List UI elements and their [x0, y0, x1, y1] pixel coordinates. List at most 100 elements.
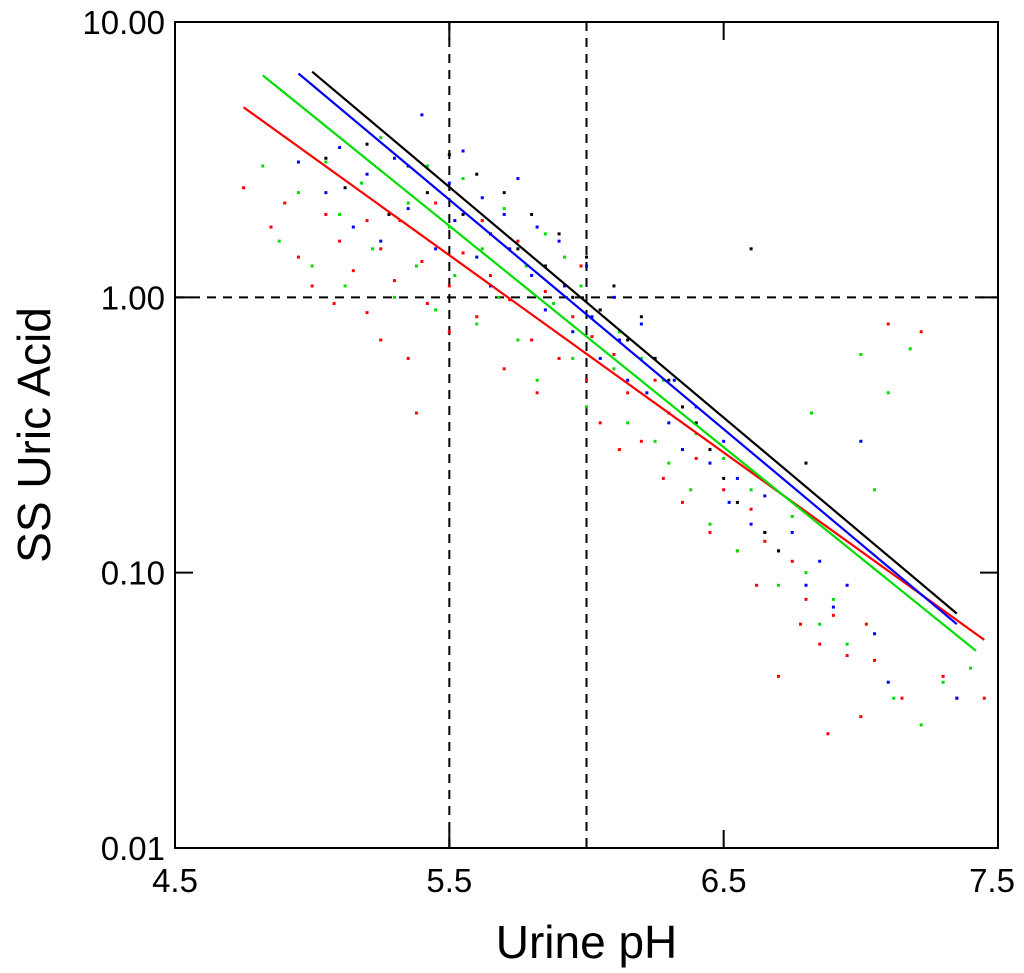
data-point — [365, 219, 369, 223]
data-point — [338, 212, 342, 216]
data-point — [392, 295, 396, 299]
data-point — [892, 696, 896, 700]
data-point — [360, 181, 364, 185]
data-point — [859, 715, 863, 719]
data-point — [818, 622, 822, 626]
x-tick-label: 6.5 — [701, 862, 747, 899]
data-point — [392, 156, 396, 160]
data-point — [585, 255, 588, 259]
x-tick-label: 4.5 — [152, 862, 198, 899]
data-point — [296, 191, 300, 195]
data-point — [667, 421, 671, 425]
reference-lines — [175, 22, 998, 848]
data-point — [543, 289, 547, 293]
data-point — [351, 269, 355, 273]
data-point — [790, 514, 794, 518]
data-point — [653, 378, 657, 382]
data-point — [908, 347, 912, 351]
data-point — [639, 322, 643, 326]
data-point — [535, 391, 539, 395]
data-point — [502, 191, 506, 195]
data-point — [461, 212, 465, 216]
regression-line-4 — [311, 70, 958, 615]
data-point — [447, 181, 451, 185]
data-point — [653, 439, 657, 443]
data-point — [672, 378, 676, 382]
y-tick-label: 0.01 — [101, 830, 165, 867]
data-point — [722, 456, 726, 460]
data-point — [516, 247, 520, 251]
data-point — [919, 723, 923, 727]
data-point — [453, 219, 457, 223]
data-point — [524, 264, 528, 268]
data-point — [831, 613, 835, 617]
data-point — [543, 232, 547, 236]
data-point — [667, 461, 671, 465]
data-point — [461, 251, 465, 255]
data-point — [598, 356, 602, 360]
data-point — [571, 295, 575, 299]
data-point — [379, 338, 383, 342]
data-point — [420, 113, 424, 117]
data-point — [516, 338, 520, 342]
data-point — [694, 456, 698, 460]
data-point — [749, 522, 753, 526]
data-point — [845, 642, 849, 646]
data-point — [689, 488, 693, 492]
data-point — [818, 642, 822, 646]
data-point — [612, 284, 616, 288]
data-point — [790, 530, 794, 534]
data-point — [735, 476, 739, 480]
data-point — [579, 284, 583, 288]
data-point — [886, 322, 890, 326]
data-point — [804, 571, 808, 575]
data-point — [392, 279, 396, 283]
data-point — [269, 225, 273, 229]
y-axis-title: SS Uric Acid — [8, 307, 60, 563]
data-point — [612, 367, 616, 371]
data-points — [242, 113, 986, 736]
data-point — [516, 239, 520, 243]
y-tick-label: 1.00 — [101, 279, 165, 316]
data-point — [722, 439, 726, 443]
data-point — [365, 142, 369, 146]
data-point — [818, 559, 822, 563]
data-point — [941, 680, 945, 684]
data-point — [414, 411, 418, 415]
data-point — [557, 232, 561, 236]
regression-line-2 — [297, 72, 958, 626]
data-point — [543, 264, 547, 268]
data-point — [735, 500, 739, 504]
data-point — [809, 411, 813, 415]
data-point — [420, 259, 424, 263]
data-point — [571, 330, 575, 334]
data-point — [480, 196, 484, 200]
data-point — [708, 522, 712, 526]
data-point — [365, 172, 369, 176]
data-point — [579, 264, 583, 268]
data-point — [886, 680, 890, 684]
data-point — [332, 301, 336, 305]
data-point — [982, 696, 986, 700]
data-point — [310, 284, 314, 288]
data-point — [585, 405, 588, 409]
data-point — [900, 696, 904, 700]
data-point — [516, 177, 520, 181]
data-point — [296, 255, 300, 259]
data-point — [453, 274, 457, 278]
data-point — [461, 149, 465, 153]
data-point — [338, 239, 342, 243]
data-point — [722, 488, 726, 492]
data-point — [571, 315, 575, 319]
data-point — [626, 378, 630, 382]
regression-lines — [242, 70, 985, 652]
data-point — [831, 597, 835, 601]
data-point — [475, 255, 479, 259]
data-point — [557, 356, 561, 360]
data-point — [735, 549, 739, 553]
data-point — [955, 696, 959, 700]
data-point — [826, 732, 830, 736]
data-point — [343, 186, 347, 190]
data-point — [497, 295, 501, 299]
data-point — [387, 212, 391, 216]
